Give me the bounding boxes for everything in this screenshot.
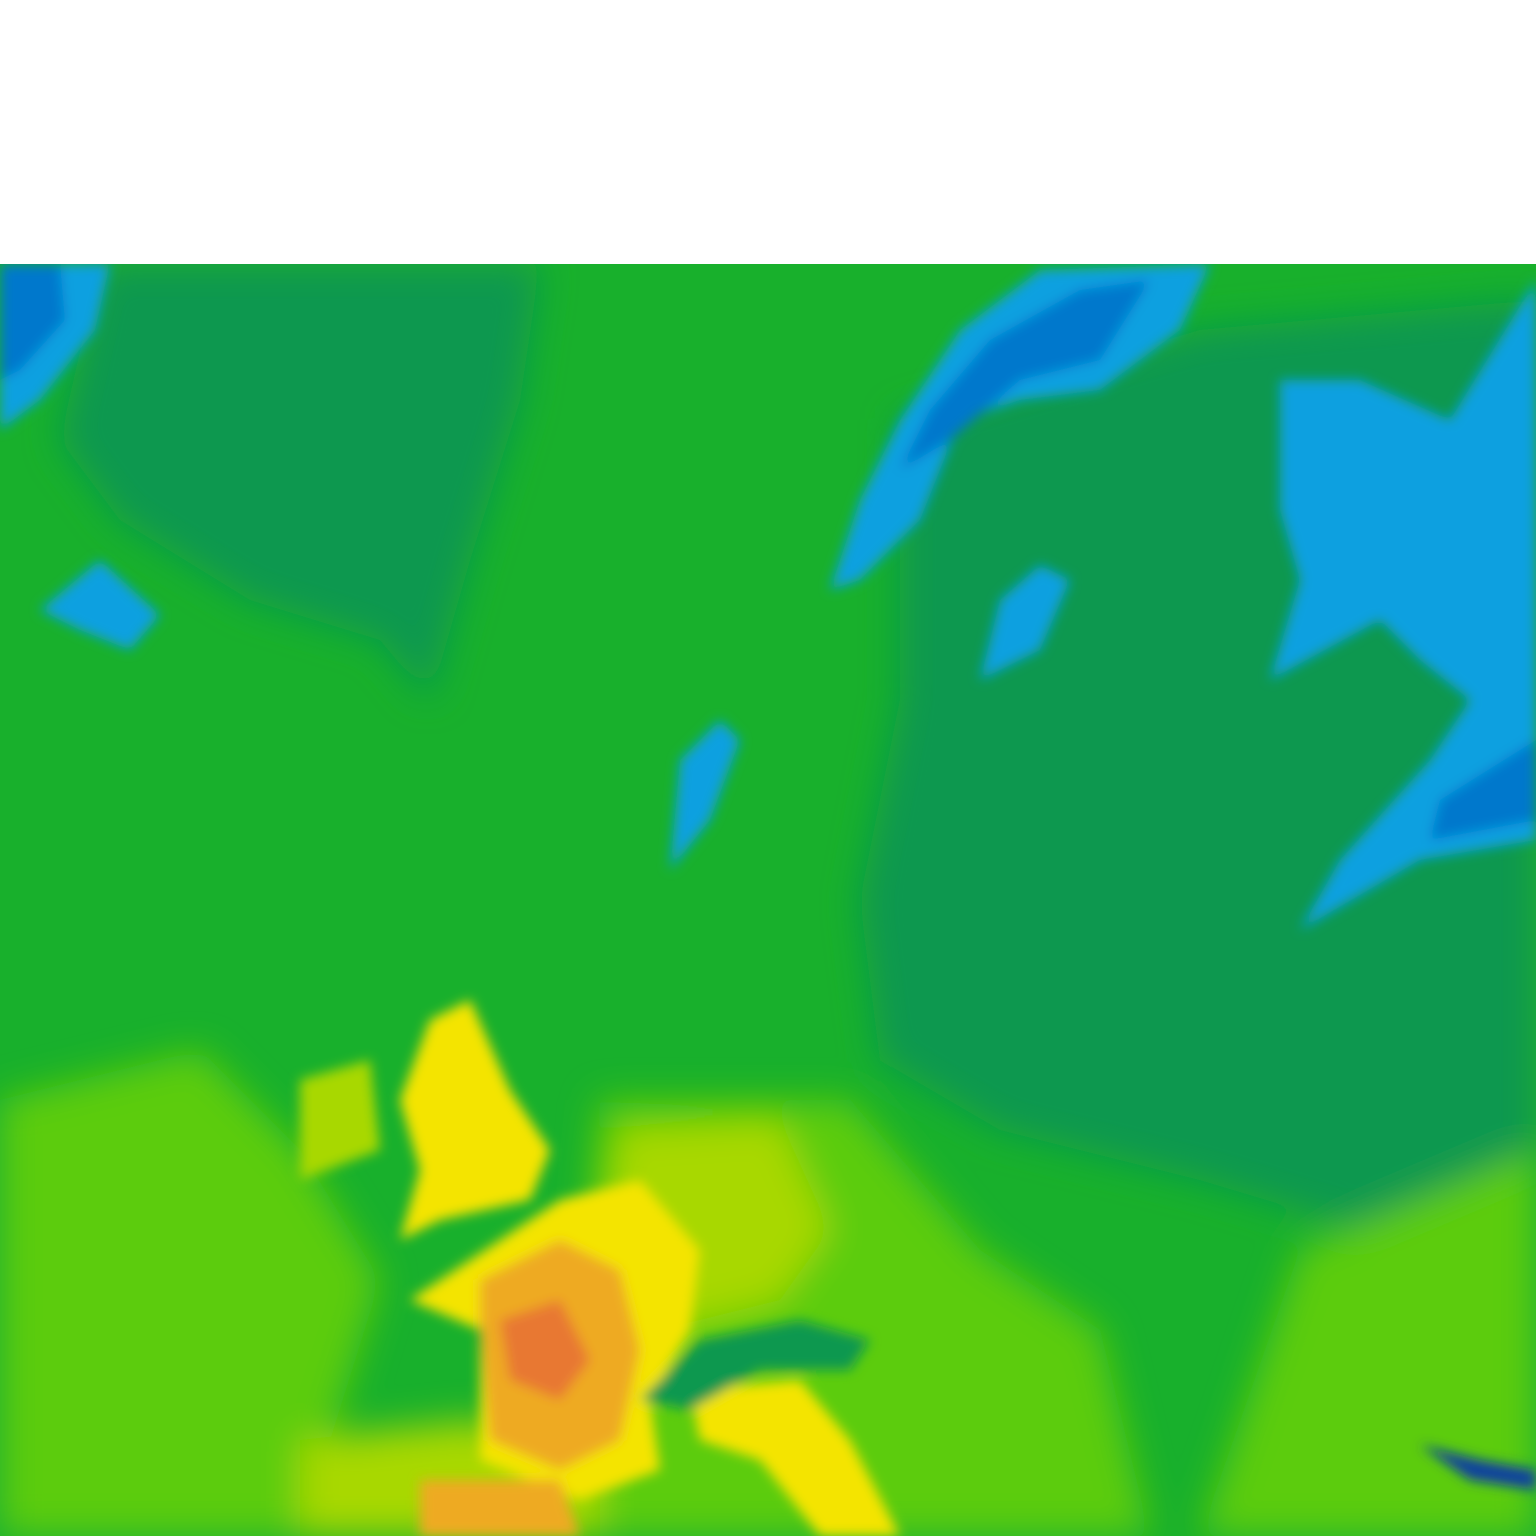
region-atlantic-light [0,1050,380,1536]
region-north-atlantic-dark [60,264,540,700]
region-caucasus-navy [1420,1445,1536,1490]
region-france-hot-core [500,1300,590,1400]
temperature-map[interactable] [0,264,1536,1536]
region-norway-mountains-deep [900,280,1150,470]
region-iceland-blue [40,560,160,650]
region-lake-blue [980,565,1070,680]
region-south-norway-blue [670,720,740,870]
region-topleft-deep-blue [0,264,65,380]
region-russia-north-deep [1430,740,1536,840]
region-norway-mountains-blue [830,264,1210,590]
region-russia-north-blue [1270,280,1536,930]
region-east-light [1200,1150,1536,1536]
region-britain-yellow [400,1000,550,1240]
blank-header-area [0,0,1536,264]
region-alps-dark [640,1320,870,1410]
region-ireland-yellowgreen [300,1060,380,1180]
region-spain-orange [420,1480,580,1536]
region-italy-yellow [690,1380,900,1536]
